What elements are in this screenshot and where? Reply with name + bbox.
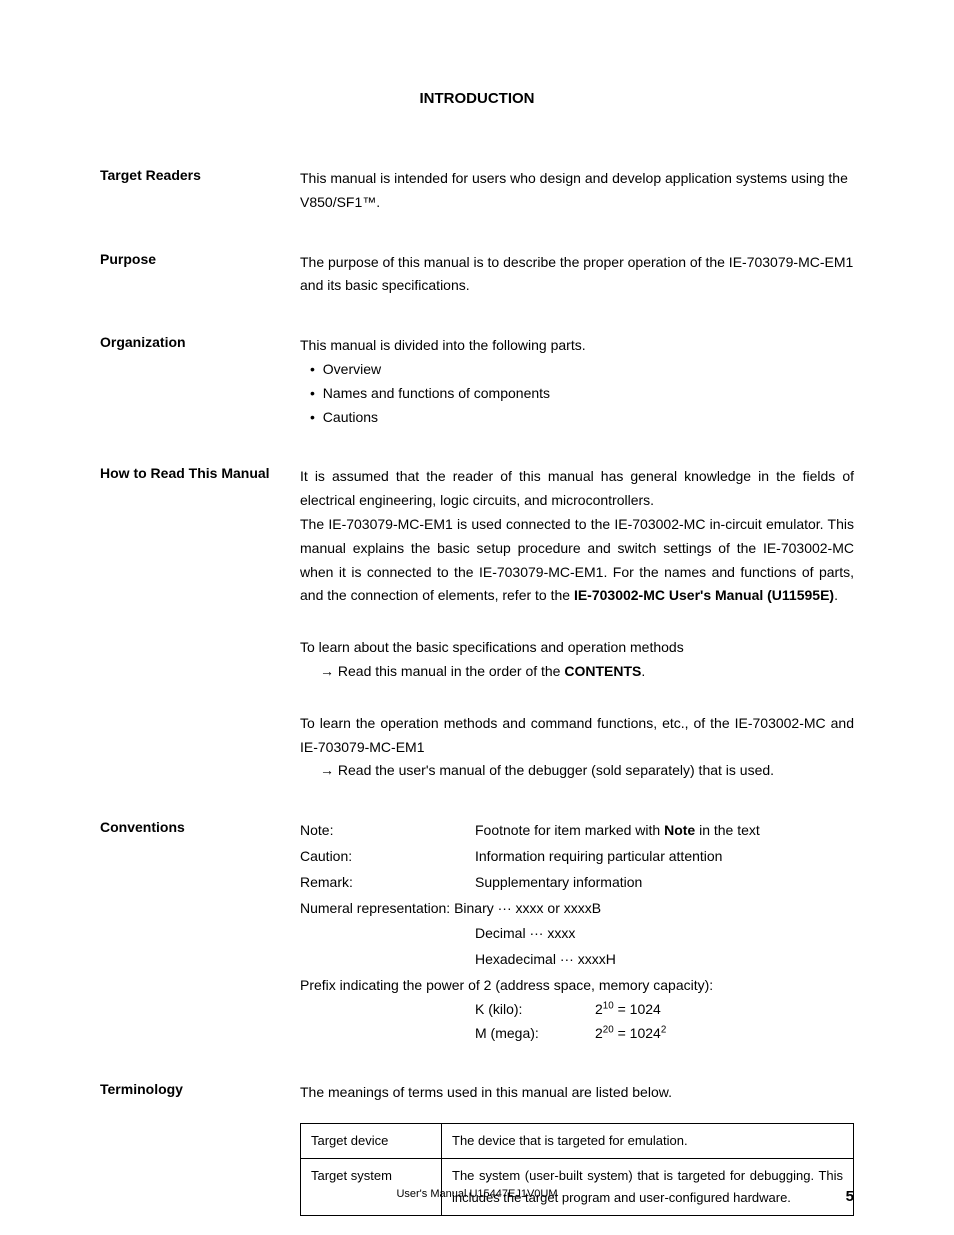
section-content: Note: Footnote for item marked with Note… bbox=[300, 819, 854, 1045]
table-row: Target device The device that is targete… bbox=[301, 1124, 854, 1159]
footer-text: User's Manual U15447EJ1V0UM bbox=[0, 1188, 954, 1200]
section-label: How to Read This Manual bbox=[100, 465, 300, 783]
page-number: 5 bbox=[846, 1188, 854, 1205]
section-content: The purpose of this manual is to describ… bbox=[300, 251, 854, 299]
document-page: INTRODUCTION Target Readers This manual … bbox=[0, 0, 954, 1235]
list-item: Cautions bbox=[300, 406, 854, 430]
how-to-read-p1: It is assumed that the reader of this ma… bbox=[300, 465, 854, 608]
section-label: Purpose bbox=[100, 251, 300, 299]
conv-decimal: Decimal ··· xxxx bbox=[475, 922, 854, 946]
desc-cell: The device that is targeted for emulatio… bbox=[442, 1124, 854, 1159]
conv-prefix-intro: Prefix indicating the power of 2 (addres… bbox=[300, 974, 854, 998]
conv-note-value: Footnote for item marked with Note in th… bbox=[475, 819, 854, 843]
section-conventions: Conventions Note: Footnote for item mark… bbox=[100, 819, 854, 1045]
section-content: This manual is intended for users who de… bbox=[300, 167, 854, 215]
how-to-read-block3: To learn the operation methods and comma… bbox=[300, 712, 854, 783]
section-purpose: Purpose The purpose of this manual is to… bbox=[100, 251, 854, 299]
section-target-readers: Target Readers This manual is intended f… bbox=[100, 167, 854, 215]
section-label: Target Readers bbox=[100, 167, 300, 215]
list-item: Overview bbox=[300, 358, 854, 382]
page-title: INTRODUCTION bbox=[100, 90, 854, 107]
section-label: Organization bbox=[100, 334, 300, 429]
how-to-read-block2: To learn about the basic specifications … bbox=[300, 636, 854, 684]
section-label: Conventions bbox=[100, 819, 300, 1045]
conv-remark-label: Remark: bbox=[300, 871, 475, 895]
organization-list: Overview Names and functions of componen… bbox=[300, 358, 854, 429]
terminology-intro: The meanings of terms used in this manua… bbox=[300, 1081, 854, 1105]
section-how-to-read: How to Read This Manual It is assumed th… bbox=[100, 465, 854, 783]
section-organization: Organization This manual is divided into… bbox=[100, 334, 854, 429]
list-item: Names and functions of components bbox=[300, 382, 854, 406]
conv-remark-value: Supplementary information bbox=[475, 871, 854, 895]
section-content: This manual is divided into the followin… bbox=[300, 334, 854, 429]
organization-intro: This manual is divided into the followin… bbox=[300, 334, 854, 358]
section-content: It is assumed that the reader of this ma… bbox=[300, 465, 854, 783]
conv-caution-label: Caution: bbox=[300, 845, 475, 869]
conv-mega: M (mega): 220 = 10242 bbox=[300, 1022, 854, 1046]
conv-numeral: Numeral representation: Binary ··· xxxx … bbox=[300, 897, 854, 921]
conv-caution-value: Information requiring particular attenti… bbox=[475, 845, 854, 869]
terminology-table: Target device The device that is targete… bbox=[300, 1123, 854, 1216]
term-cell: Target device bbox=[301, 1124, 442, 1159]
conv-hex: Hexadecimal ··· xxxxH bbox=[475, 948, 854, 972]
conv-kilo: K (kilo): 210 = 1024 bbox=[300, 998, 854, 1022]
conv-note-label: Note: bbox=[300, 819, 475, 843]
conventions-grid: Note: Footnote for item marked with Note… bbox=[300, 819, 854, 998]
